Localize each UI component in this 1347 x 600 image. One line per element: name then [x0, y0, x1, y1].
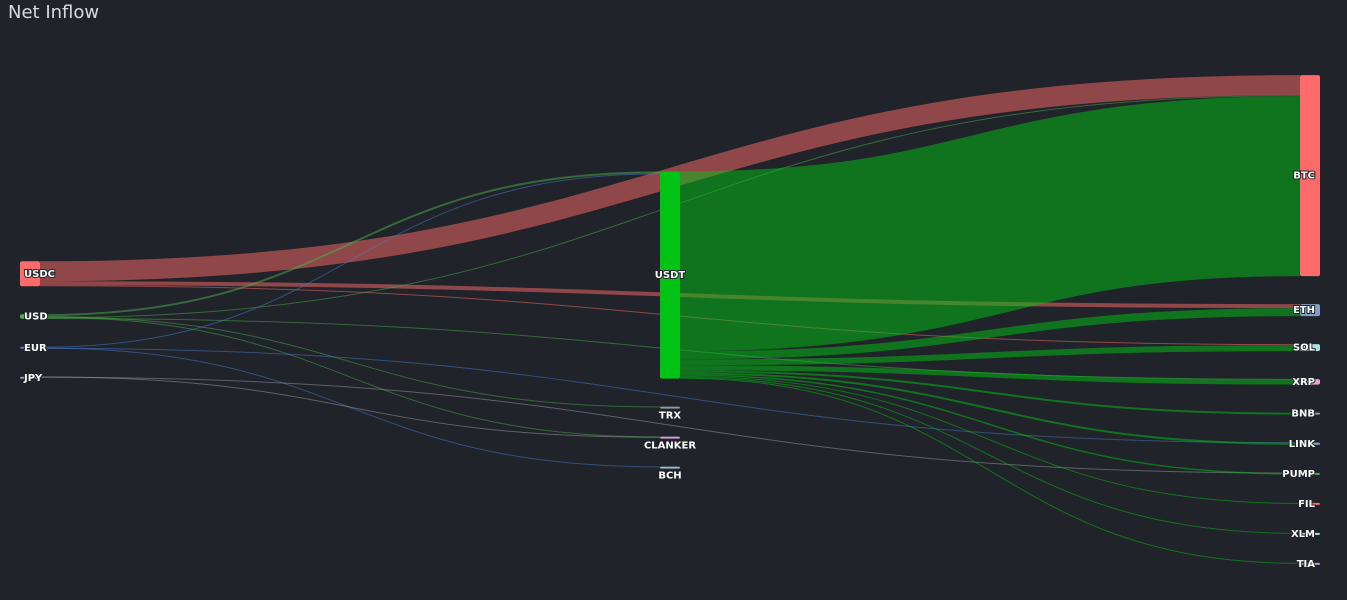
- node-label: BCH: [658, 471, 681, 482]
- node-label: SOL: [1293, 343, 1316, 354]
- node-label: BNB: [1291, 409, 1315, 420]
- node: [1300, 379, 1320, 385]
- flow-link: [39, 316, 661, 408]
- node: [1300, 532, 1320, 535]
- node: [1300, 502, 1320, 505]
- flow-link: [39, 316, 661, 438]
- node-label: USDT: [655, 270, 686, 281]
- node-label: TRX: [659, 411, 682, 422]
- node: [20, 346, 40, 349]
- node: [660, 466, 680, 469]
- node: [1300, 304, 1320, 317]
- flow-link: [679, 377, 1301, 564]
- node: [1300, 562, 1320, 565]
- node-label: JPY: [23, 373, 43, 384]
- node: [660, 406, 680, 409]
- flow-link: [39, 173, 661, 348]
- flow-link: [39, 171, 661, 317]
- flow-link: [679, 376, 1301, 534]
- node: [660, 171, 680, 379]
- node-label: XRP: [1292, 377, 1315, 388]
- node-label: USDC: [24, 269, 55, 280]
- flow-link: [39, 376, 1301, 474]
- node: [660, 436, 680, 439]
- node-label: TIA: [1297, 559, 1316, 570]
- flow-link: [679, 374, 1301, 475]
- flow-link: [679, 96, 1301, 352]
- node: [20, 261, 40, 287]
- flow-link: [679, 308, 1301, 360]
- node-label: CLANKER: [644, 441, 696, 452]
- node-label: EUR: [24, 343, 47, 354]
- node-label: FIL: [1298, 499, 1316, 510]
- node-label: ETH: [1293, 305, 1315, 316]
- node: [1300, 472, 1320, 475]
- flow-link: [679, 370, 1301, 415]
- node-label: LINK: [1289, 439, 1316, 450]
- node: [1300, 412, 1320, 415]
- nodes: USDC USD EUR JPY USDT TRX CLANKER BCH BTC ETH SOL X…: [20, 75, 1320, 571]
- node: [20, 376, 40, 379]
- flow-link: [679, 365, 1301, 385]
- node: [1300, 75, 1320, 277]
- node-label: BTC: [1293, 171, 1315, 182]
- node: [1300, 344, 1320, 352]
- node-label: USD: [24, 312, 48, 323]
- flow-link: [679, 375, 1301, 504]
- flow-link: [679, 345, 1301, 366]
- node: [20, 314, 40, 319]
- flow-link: [39, 347, 1301, 444]
- node-label: PUMP: [1282, 469, 1315, 480]
- node-label: XLM: [1291, 529, 1315, 540]
- flow-link: [39, 376, 661, 438]
- chart-title: Net Inflow: [8, 2, 99, 23]
- node: [1300, 442, 1320, 445]
- flow-link: [679, 372, 1301, 445]
